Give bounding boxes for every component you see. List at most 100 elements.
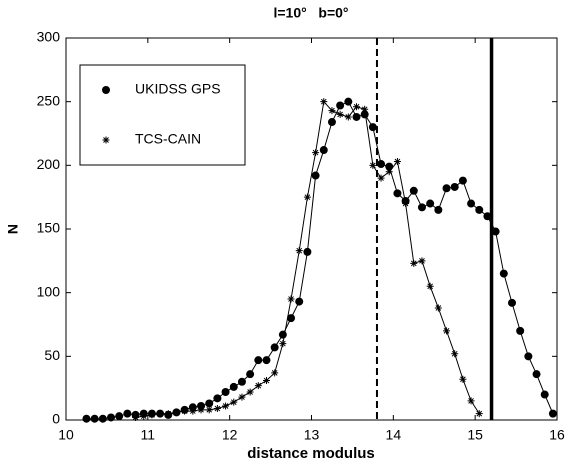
data-point [377, 174, 385, 182]
data-point [254, 382, 262, 390]
data-point [287, 314, 296, 323]
data-point [336, 101, 345, 110]
x-tick-label: 14 [386, 427, 402, 443]
data-point [393, 158, 401, 166]
data-point [270, 343, 279, 352]
data-point [132, 413, 140, 421]
data-point [475, 205, 484, 214]
data-point [311, 171, 320, 180]
legend-marker [102, 136, 110, 144]
data-point [393, 189, 402, 198]
data-point [491, 227, 500, 236]
data-point [148, 411, 156, 419]
series-line [86, 101, 554, 420]
data-point [222, 402, 230, 410]
data-point [418, 257, 426, 265]
data-point [246, 388, 254, 396]
data-point [254, 356, 263, 365]
data-point [368, 123, 377, 132]
data-point [238, 393, 246, 401]
data-point [327, 118, 336, 127]
data-point [123, 409, 132, 418]
data-point [442, 184, 451, 193]
data-point [516, 326, 525, 335]
data-point [213, 405, 221, 413]
data-point [426, 199, 435, 208]
data-point [312, 149, 320, 157]
legend-box [79, 64, 246, 166]
data-point [303, 247, 312, 256]
y-tick-label: 100 [37, 283, 61, 299]
data-point [417, 203, 426, 212]
data-point [353, 103, 361, 111]
x-axis-label: distance modulus [247, 445, 375, 462]
data-point [434, 304, 442, 312]
data-point [360, 110, 369, 119]
data-point [82, 414, 91, 423]
data-point [532, 370, 541, 379]
data-point [377, 160, 386, 169]
data-point [426, 282, 434, 290]
data-point [409, 186, 418, 195]
data-point [271, 369, 279, 377]
data-point [181, 407, 189, 415]
data-point [303, 193, 311, 201]
data-point [229, 382, 238, 391]
data-point [483, 212, 492, 221]
data-point [140, 412, 148, 420]
legend-label: TCS-CAIN [135, 131, 201, 147]
legend-label: UKIDSS GPS [135, 81, 221, 97]
data-point [205, 399, 214, 408]
x-tick-label: 13 [304, 427, 320, 443]
data-point [459, 375, 467, 383]
data-point [287, 295, 295, 303]
data-point [115, 412, 124, 421]
data-point [410, 259, 418, 267]
x-tick-label: 12 [222, 427, 238, 443]
data-point [237, 377, 246, 386]
data-point [221, 387, 230, 396]
data-point [450, 182, 459, 191]
data-point [328, 107, 336, 115]
data-point [262, 356, 271, 365]
y-axis-label: N [5, 224, 21, 234]
data-point [475, 410, 483, 418]
x-tick-label: 16 [549, 427, 565, 443]
data-point [213, 394, 222, 403]
data-point [295, 247, 303, 255]
data-point [540, 390, 549, 399]
data-point [451, 350, 459, 358]
x-tick-label: 10 [58, 427, 74, 443]
legend-marker [102, 86, 110, 94]
x-tick-label: 15 [467, 427, 483, 443]
data-point [262, 377, 270, 385]
data-point [278, 330, 287, 339]
data-point [467, 397, 475, 405]
data-point [90, 414, 99, 423]
y-tick-label: 250 [37, 92, 61, 108]
chart-title: l=10° b=0° [273, 5, 348, 21]
data-point [189, 407, 197, 415]
data-point [524, 352, 533, 361]
data-point [107, 413, 116, 422]
data-point [402, 200, 410, 208]
data-point [205, 406, 213, 414]
data-point [344, 113, 352, 121]
x-tick-label: 11 [141, 427, 156, 443]
data-point [499, 269, 508, 278]
data-point [385, 168, 393, 176]
data-point [164, 410, 172, 418]
data-point [230, 398, 238, 406]
data-point [361, 105, 369, 113]
data-point [172, 408, 180, 416]
data-point [295, 297, 304, 306]
data-point [336, 110, 344, 118]
y-tick-label: 0 [52, 411, 60, 427]
data-point [319, 146, 328, 155]
y-tick-label: 50 [44, 347, 60, 363]
data-point [344, 97, 353, 106]
data-point [246, 370, 255, 379]
data-point [369, 161, 377, 169]
data-point [434, 205, 443, 214]
